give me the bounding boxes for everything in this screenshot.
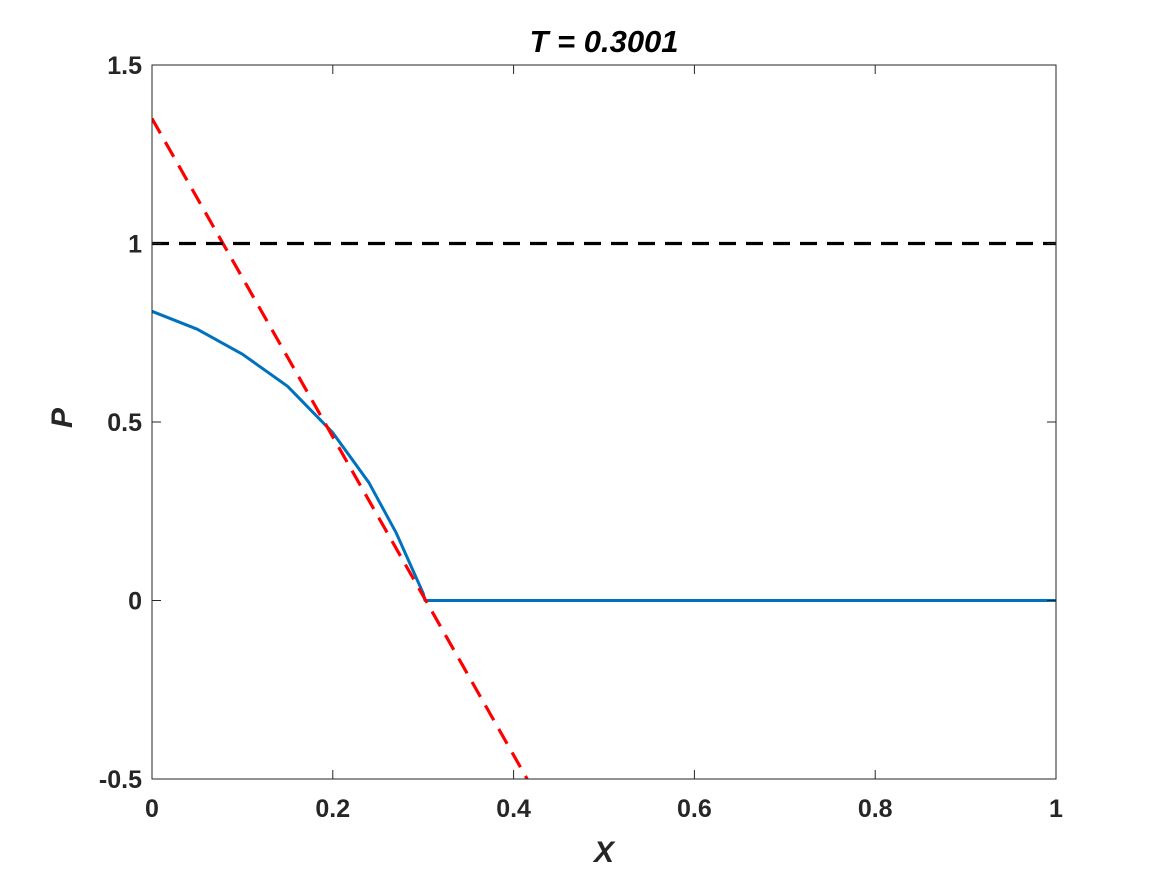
x-tick-label: 0.4 [496,795,531,823]
x-tick-label: 0 [145,795,159,823]
y-axis-label: P [46,407,79,428]
ticks-layer: 0 0.2 0.4 0.6 0.8 1-0.500.511.5 [99,52,1063,823]
series-line-1 [152,309,1056,602]
y-tick-label: 1.5 [107,52,142,80]
y-tick-label: 0.5 [107,409,142,437]
y-tick-label: -0.5 [99,766,142,794]
x-tick-label: 0.8 [858,795,893,823]
y-tick-label: 0 [128,588,142,616]
x-tick-label: 0.2 [315,795,350,823]
x-axis-label: X [592,836,616,869]
chart-title: T = 0.3001 [529,24,678,59]
x-tick-label: 1 [1049,795,1063,823]
x-tick-label: 0.6 [677,795,712,823]
series-layer [152,117,1056,779]
y-tick-label: 1 [128,231,142,259]
series-line-2 [152,117,529,779]
plot-area [152,65,1056,779]
